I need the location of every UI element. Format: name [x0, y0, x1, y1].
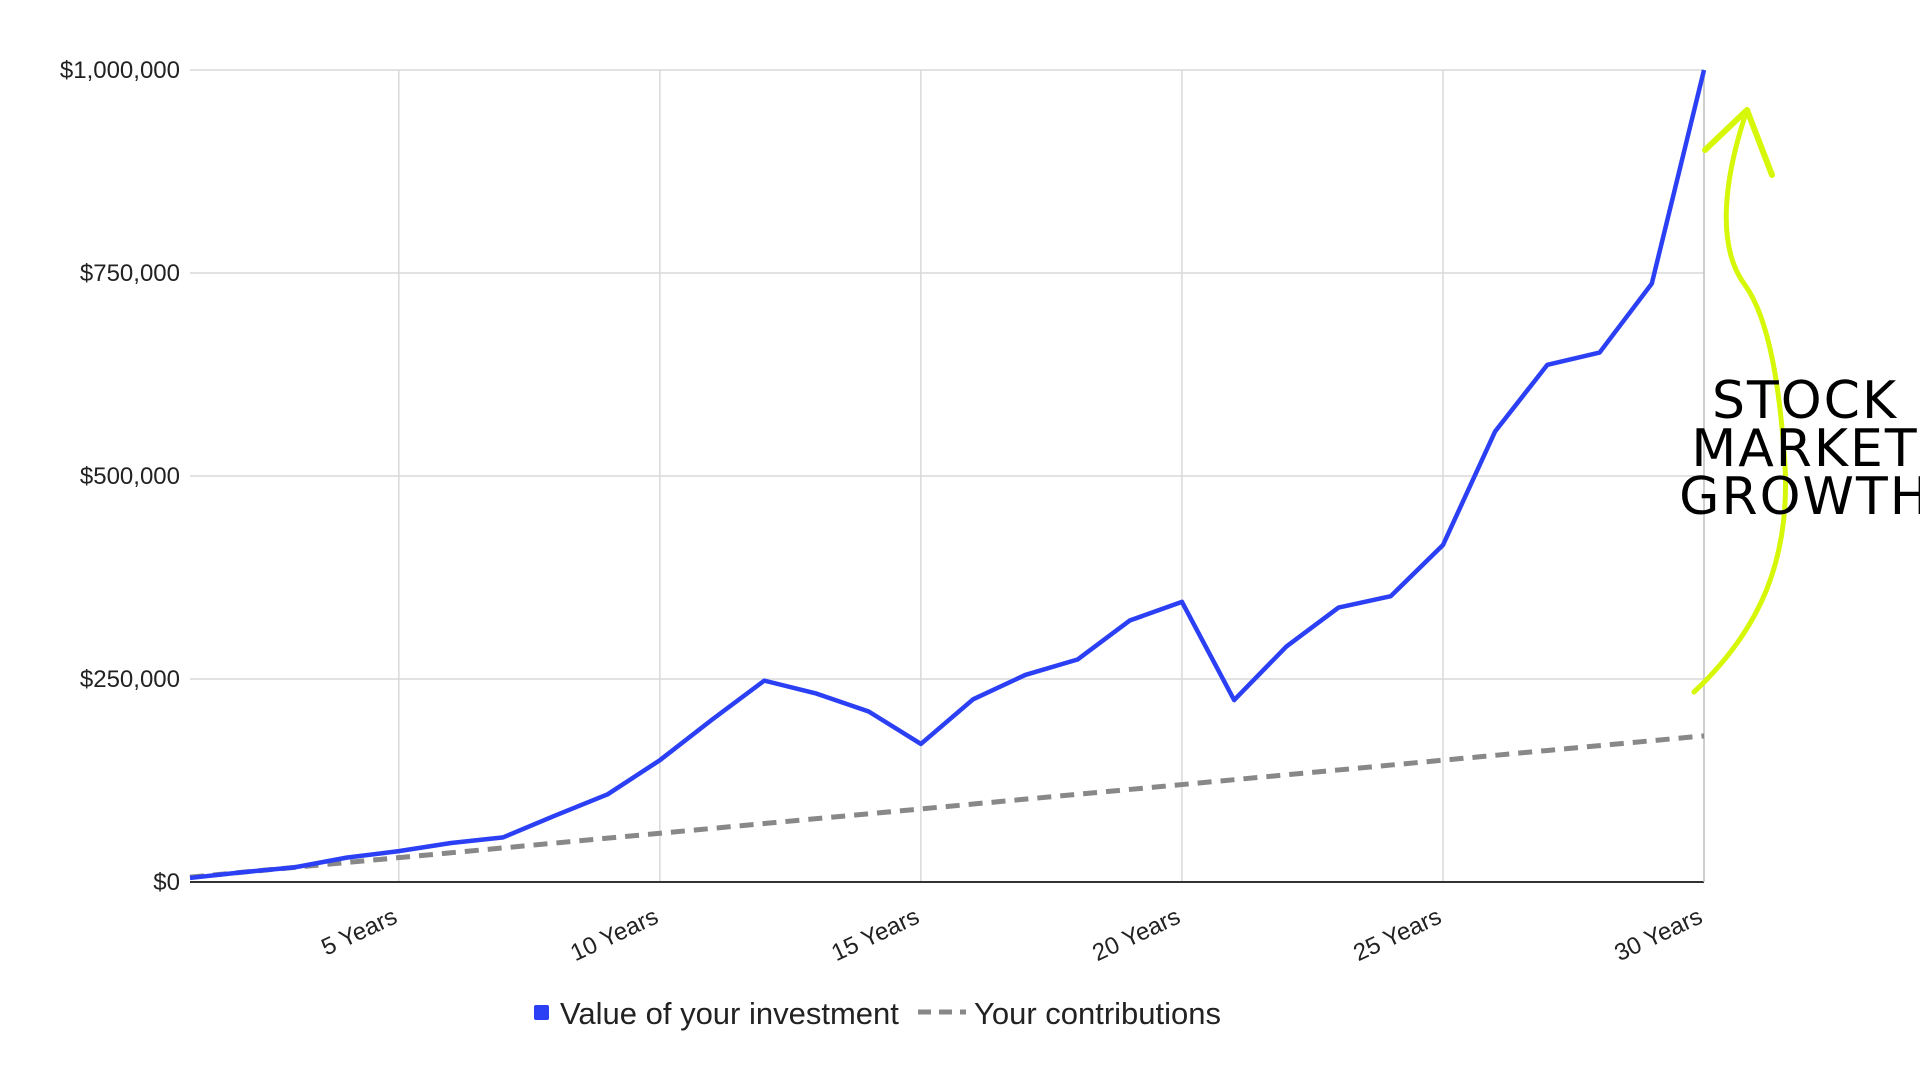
x-tick-label: 15 Years: [827, 903, 923, 967]
legend-label-investment: Value of your investment: [560, 996, 899, 1031]
legend: Value of your investment Your contributi…: [534, 996, 1221, 1031]
investment-value-line: [189, 69, 1707, 881]
growth-arrow-annotation: [1691, 107, 1789, 695]
grid-layer: [190, 69, 1705, 883]
x-tick-label: 30 Years: [1610, 903, 1706, 967]
series-layer: [189, 69, 1707, 881]
x-tick-label: 20 Years: [1088, 903, 1184, 967]
annotation-line-2: MARKET: [1691, 419, 1918, 479]
annotation-line-3: GROWTH: [1679, 467, 1920, 527]
annotation-line-1: STOCK: [1712, 371, 1898, 431]
y-tick-label: $1,000,000: [60, 57, 180, 84]
legend-label-contributions: Your contributions: [974, 996, 1221, 1031]
y-tick-label: $750,000: [80, 260, 180, 287]
x-tick-label: 25 Years: [1349, 903, 1445, 967]
x-tick-label: 10 Years: [566, 903, 662, 967]
legend-swatch-investment: [534, 1005, 549, 1020]
growth-arrow-shaft: [1691, 107, 1789, 695]
x-tick-label: 5 Years: [317, 903, 401, 961]
contributions-line: [189, 733, 1705, 880]
growth-arrow-head: [1702, 107, 1775, 178]
y-tick-label: $250,000: [80, 666, 180, 693]
annotation-text: STOCK MARKET GROWTH: [1679, 371, 1920, 527]
y-tick-label: $0: [153, 869, 180, 896]
x-axis-labels: 5 Years 10 Years 15 Years 20 Years 25 Years 3…: [317, 903, 1706, 967]
y-axis-labels: $0 $250,000 $500,000 $750,000 $1,000,000: [60, 57, 180, 896]
y-tick-label: $500,000: [80, 463, 180, 490]
